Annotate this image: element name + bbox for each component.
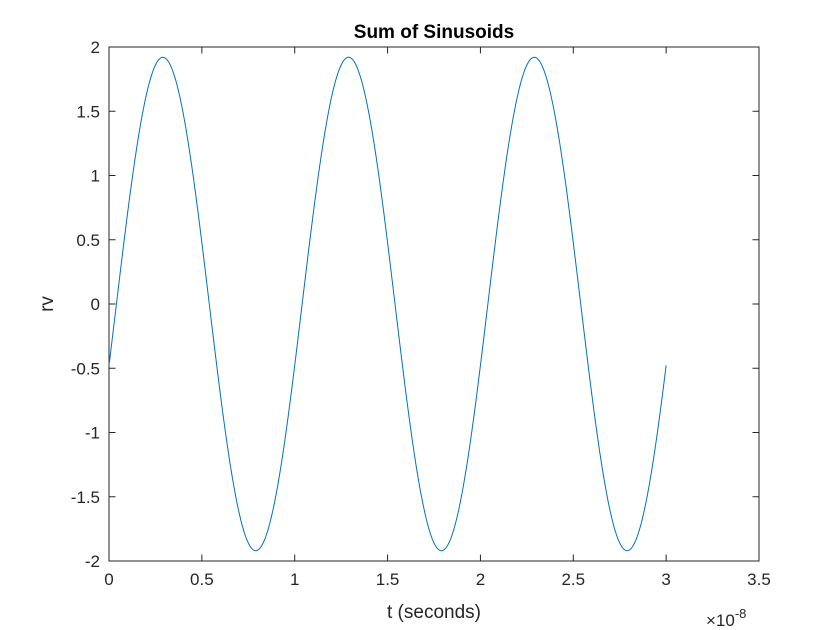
y-tick-label: 0.5: [76, 231, 100, 250]
y-tick-label: -1: [85, 424, 100, 443]
axis-ticks: [108, 46, 760, 562]
y-tick-labels: -2 -1.5 -1 -0.5 0 0.5 1 1.5 2: [71, 38, 100, 571]
y-tick-label: 0: [91, 295, 100, 314]
y-tick-label: 1.5: [76, 102, 100, 121]
x-tick-label: 0.5: [190, 570, 214, 589]
y-tick-label: 1: [91, 167, 100, 186]
x-tick-label: 3.5: [747, 570, 771, 589]
y-tick-label: 2: [91, 38, 100, 57]
x-tick-label: 1.5: [376, 570, 400, 589]
x-axis-exponent-base: ×10: [706, 611, 735, 630]
y-tick-label: -0.5: [71, 359, 100, 378]
x-axis-exponent-power: -8: [735, 606, 747, 621]
x-tick-labels: 0 0.5 1 1.5 2 2.5 3 3.5: [104, 570, 771, 589]
x-axis-label: t (seconds): [387, 602, 481, 623]
x-tick-label: 3: [661, 570, 670, 589]
plot-area: [108, 46, 760, 562]
series-line: [108, 56, 667, 552]
y-tick-label: -1.5: [71, 488, 100, 507]
y-axis-label: rv: [37, 296, 58, 312]
x-tick-label: 2.5: [561, 570, 585, 589]
x-axis-exponent: ×10-8: [706, 606, 746, 630]
chart-title: Sum of Sinusoids: [354, 22, 514, 43]
x-tick-label: 0: [104, 570, 113, 589]
x-tick-label: 1: [290, 570, 299, 589]
x-tick-label: 2: [476, 570, 485, 589]
y-tick-label: -2: [85, 552, 100, 571]
